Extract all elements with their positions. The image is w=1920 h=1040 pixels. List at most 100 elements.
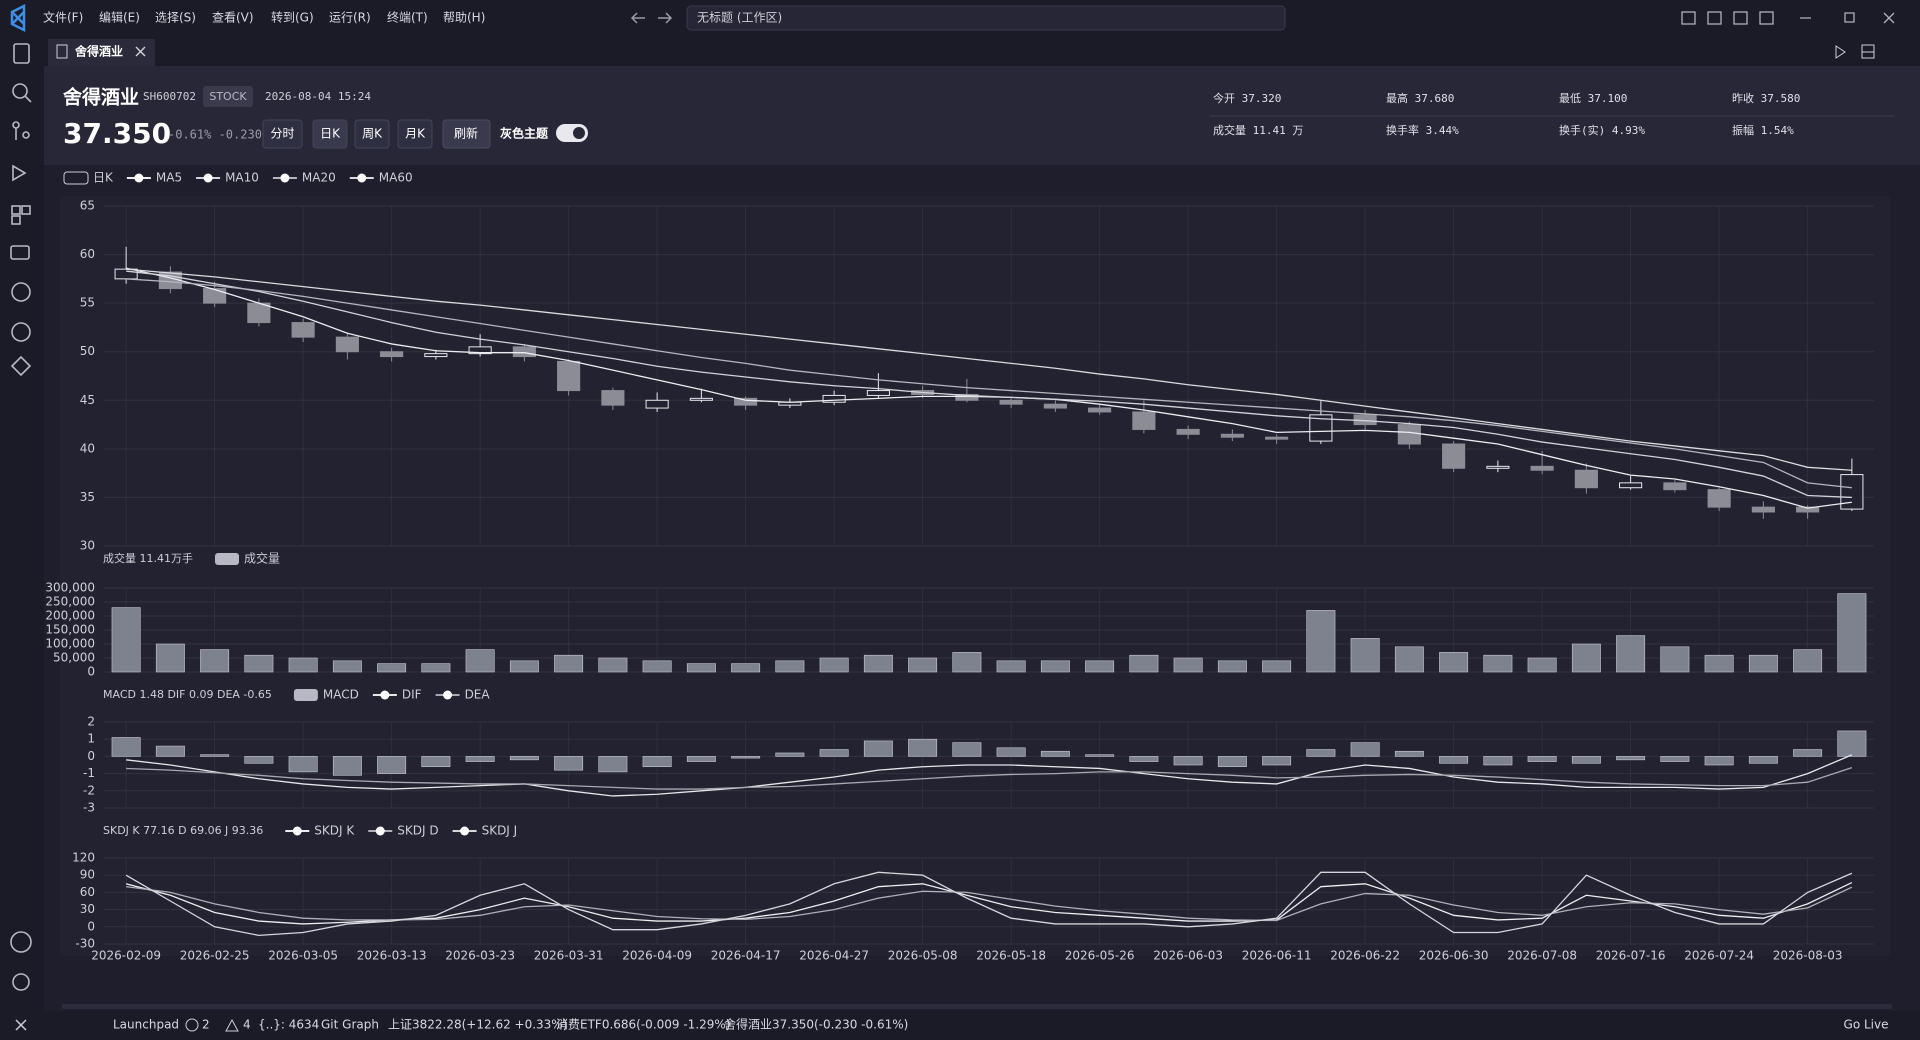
scrollbar[interactable] [62, 1004, 1892, 1009]
y-tick-label: 90 [80, 868, 95, 882]
period-button[interactable] [397, 119, 433, 149]
status-quote[interactable]: 上证3822.28(+12.62 +0.33%) [388, 1018, 567, 1032]
legend-label[interactable]: MACD [323, 688, 359, 702]
menu-item[interactable]: 运行(R) [329, 11, 371, 25]
y-tick-label: 200,000 [45, 609, 95, 623]
tab-title: 舍得酒业 [75, 44, 123, 59]
activity-icons[interactable] [10, 43, 32, 991]
legend-label[interactable]: 成交量 [244, 551, 280, 566]
status-live[interactable]: Go Live [1844, 1018, 1889, 1032]
bar [731, 663, 761, 673]
refresh-button[interactable] [442, 119, 491, 149]
legend-label[interactable]: MA20 [302, 171, 336, 185]
bar [1306, 749, 1336, 757]
menu-item[interactable]: 编辑(E) [99, 10, 140, 25]
error-icon [185, 1018, 199, 1032]
bar [819, 749, 849, 757]
x-tick-label: 2026-05-08 [888, 949, 958, 963]
period-label: 月K [405, 127, 426, 141]
bar [1306, 610, 1336, 673]
status-item[interactable]: Launchpad [113, 1018, 179, 1032]
bar [377, 756, 407, 774]
line [126, 270, 1852, 499]
legend-label[interactable]: MA60 [379, 171, 413, 185]
bar [1262, 660, 1292, 673]
bar [1616, 756, 1646, 761]
menu-item[interactable]: 查看(V) [212, 11, 254, 25]
y-tick-label: 150,000 [45, 623, 95, 637]
line [126, 766, 1853, 790]
x-tick-label: 2026-02-25 [180, 949, 250, 963]
menu-item[interactable]: 文件(F) [43, 10, 83, 25]
bar [465, 756, 495, 762]
bar [952, 652, 982, 673]
stock-code: SH600702 [143, 90, 196, 103]
bar [1483, 756, 1513, 766]
legend-dot [375, 826, 385, 836]
legend-label[interactable]: MA5 [156, 171, 182, 185]
menu-item[interactable]: 选择(S) [155, 11, 196, 25]
bar [1394, 646, 1424, 673]
stat: 最低 37.100 [1559, 92, 1627, 105]
price: 37.350 [63, 117, 171, 150]
period-button[interactable] [262, 119, 303, 149]
menu-item[interactable]: 终端(T) [387, 10, 428, 25]
price-change: -0.61% -0.230 [168, 128, 262, 142]
bar [288, 657, 318, 673]
candle-body [1486, 465, 1510, 469]
bar [244, 756, 274, 764]
status-item[interactable]: 4 [243, 1018, 251, 1032]
period-button[interactable] [354, 119, 390, 149]
nav-arrows[interactable] [630, 12, 673, 24]
candle-body [1043, 403, 1067, 409]
status-quote[interactable]: 消费ETF0.686(-0.009 -1.29%) [556, 1018, 730, 1032]
status-quote[interactable]: 舍得酒业37.350(-0.230 -0.61%) [724, 1017, 908, 1032]
bar [1616, 635, 1646, 673]
legend-label[interactable]: SKDJ J [482, 824, 518, 838]
legend-label[interactable]: SKDJ D [397, 824, 438, 838]
menu-item[interactable]: 帮助(H) [443, 11, 485, 25]
candle-body [601, 390, 625, 406]
y-tick-label: 300,000 [45, 581, 95, 595]
legend-dot [203, 173, 213, 183]
legend-label[interactable]: MA10 [225, 171, 259, 185]
menu-item[interactable]: 转到(G) [271, 10, 314, 25]
y-tick-label: 0 [87, 749, 95, 763]
search-box[interactable] [686, 5, 1286, 31]
bar [1704, 756, 1734, 766]
bar [1660, 756, 1690, 762]
editor-actions[interactable] [1835, 44, 1875, 59]
bar [996, 660, 1026, 673]
legend-label[interactable]: DIF [402, 688, 422, 702]
x-tick-label: 2026-03-31 [534, 949, 604, 963]
period-button[interactable] [312, 119, 348, 149]
bar [1217, 756, 1247, 768]
bar [465, 649, 495, 673]
bar [1040, 750, 1070, 757]
x-tick-label: 2026-07-16 [1596, 949, 1666, 963]
y-tick-label: 0 [87, 919, 95, 933]
bar [1527, 756, 1557, 762]
legend-label[interactable]: DEA [465, 688, 491, 702]
legend-label[interactable]: SKDJ K [314, 824, 355, 838]
candle-body [1707, 489, 1731, 508]
remote-icon[interactable] [15, 1019, 27, 1031]
legend-swatch [293, 689, 318, 701]
tab[interactable] [48, 39, 155, 66]
bar [863, 654, 893, 673]
candle-body [999, 399, 1023, 405]
tab-close[interactable] [135, 46, 146, 57]
status-item[interactable]: {..}: 4634 [258, 1018, 319, 1032]
candle-body [1132, 411, 1156, 430]
candle-body [822, 394, 846, 403]
legend-dot [357, 173, 367, 183]
candle-body [1442, 443, 1466, 469]
legend-label[interactable]: 日K [93, 171, 114, 185]
bar [1748, 654, 1778, 673]
y-tick-label: 250,000 [45, 595, 95, 609]
status-item[interactable]: 2 [202, 1018, 210, 1032]
y-tick-label: 2 [87, 715, 95, 729]
candle-body [1397, 424, 1421, 445]
y-tick-label: 1 [87, 732, 95, 746]
status-item[interactable]: Git Graph [321, 1018, 379, 1032]
